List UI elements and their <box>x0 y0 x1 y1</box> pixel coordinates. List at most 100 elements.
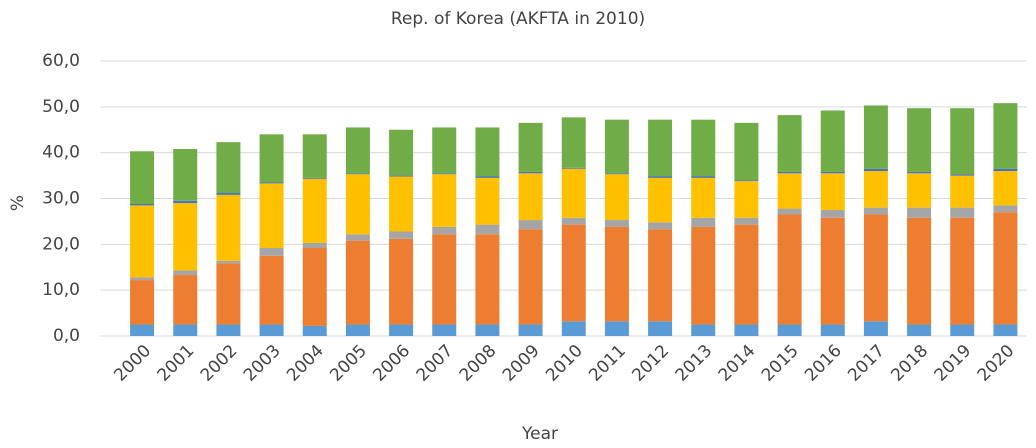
bar-segment <box>475 324 500 336</box>
bar-segment <box>691 217 716 227</box>
bar-segment <box>302 178 327 243</box>
bar-segment <box>518 122 543 172</box>
x-tick-label: 2018 <box>887 341 932 386</box>
bar-segment <box>863 321 888 336</box>
bar-segment <box>475 177 500 225</box>
x-tick-label: 2017 <box>844 341 889 386</box>
bar-segment <box>950 175 975 208</box>
bar-segment <box>173 324 198 336</box>
bar-segment <box>216 324 241 336</box>
bar-segment <box>432 324 457 336</box>
bar-segment <box>345 173 370 175</box>
bar-segment <box>820 110 845 172</box>
bar-segment <box>777 115 802 172</box>
bar-segment <box>993 212 1018 325</box>
bar-segment <box>648 177 673 223</box>
bar-segment <box>345 174 370 235</box>
bar-segment <box>907 324 932 336</box>
bar-segment <box>648 229 673 322</box>
bar-segment <box>734 324 759 336</box>
y-axis-label: % <box>8 195 28 211</box>
bar-segment <box>259 324 284 336</box>
bar-segment <box>130 204 155 206</box>
bar-segment <box>432 173 457 175</box>
bar-segment <box>389 176 414 232</box>
bar-segment <box>130 324 155 336</box>
bar-segment <box>561 217 586 225</box>
x-tick-label: 2001 <box>154 341 199 386</box>
bar-segment <box>173 270 198 276</box>
bar-segment <box>302 134 327 178</box>
bar-segment <box>777 173 802 209</box>
bar-segment <box>993 171 1018 206</box>
bar-segment <box>820 324 845 336</box>
x-tick-label: 2012 <box>628 341 673 386</box>
bar-segment <box>518 171 543 174</box>
y-tick-label: 50,0 <box>42 97 80 117</box>
x-tick-label: 2002 <box>197 341 242 386</box>
bar-segment <box>863 171 888 208</box>
x-tick-label: 2006 <box>369 341 414 386</box>
bar-segment <box>432 226 457 235</box>
x-tick-label: 2008 <box>456 341 501 386</box>
bar-segment <box>302 325 327 336</box>
bar-segment <box>173 200 198 204</box>
bar-segment <box>389 175 414 177</box>
bar-segment <box>432 174 457 227</box>
bar-segment <box>691 226 716 325</box>
bar-segment <box>950 174 975 176</box>
bar-segment <box>345 240 370 325</box>
bar-segment <box>432 234 457 325</box>
bar-segment <box>777 208 802 215</box>
bar-segment <box>216 260 241 264</box>
bar-segment <box>173 275 198 325</box>
bar-segment <box>820 173 845 210</box>
bar-segment <box>389 129 414 176</box>
bar-segment <box>604 119 629 174</box>
bar-segment <box>518 229 543 325</box>
bar-segment <box>820 171 845 174</box>
bar-segment <box>691 177 716 218</box>
bar-segment <box>993 103 1018 169</box>
bar-segment <box>734 180 759 182</box>
bar-segment <box>259 134 284 183</box>
bar-segment <box>950 324 975 336</box>
bar-segment <box>863 214 888 322</box>
bar-segment <box>518 324 543 336</box>
x-tick-label: 2011 <box>585 341 630 386</box>
x-tick-label: 2020 <box>974 341 1019 386</box>
bar-segment <box>216 194 241 261</box>
bar-segment <box>604 220 629 227</box>
bar-segment <box>907 217 932 325</box>
bar-segment <box>907 173 932 208</box>
bar-segment <box>950 108 975 175</box>
bar-segment <box>648 176 673 178</box>
bar-segment <box>561 117 586 168</box>
bar-segment <box>648 222 673 230</box>
bar-segment <box>993 168 1018 171</box>
y-tick-label: 40,0 <box>42 143 80 163</box>
bar-segment <box>259 182 284 184</box>
bar-segment <box>777 324 802 336</box>
bar-segment <box>648 119 673 177</box>
bar-segment <box>993 205 1018 213</box>
x-tick-label: 2003 <box>240 341 285 386</box>
bar-segment <box>950 207 975 218</box>
bar-segment <box>648 321 673 336</box>
bar-segment <box>345 324 370 336</box>
bar-segment <box>734 181 759 218</box>
bar-segment <box>734 122 759 181</box>
bar-segment <box>259 248 284 256</box>
bar-segment <box>475 176 500 178</box>
bar-segment <box>863 207 888 215</box>
x-tick-label: 2005 <box>326 341 371 386</box>
bar-segment <box>130 151 155 204</box>
bar-segment <box>907 207 932 218</box>
bar-segment <box>259 255 284 325</box>
bar-segment <box>691 176 716 178</box>
x-tick-label: 2009 <box>499 341 544 386</box>
bar-segment <box>820 217 845 325</box>
bar-segment <box>389 324 414 336</box>
